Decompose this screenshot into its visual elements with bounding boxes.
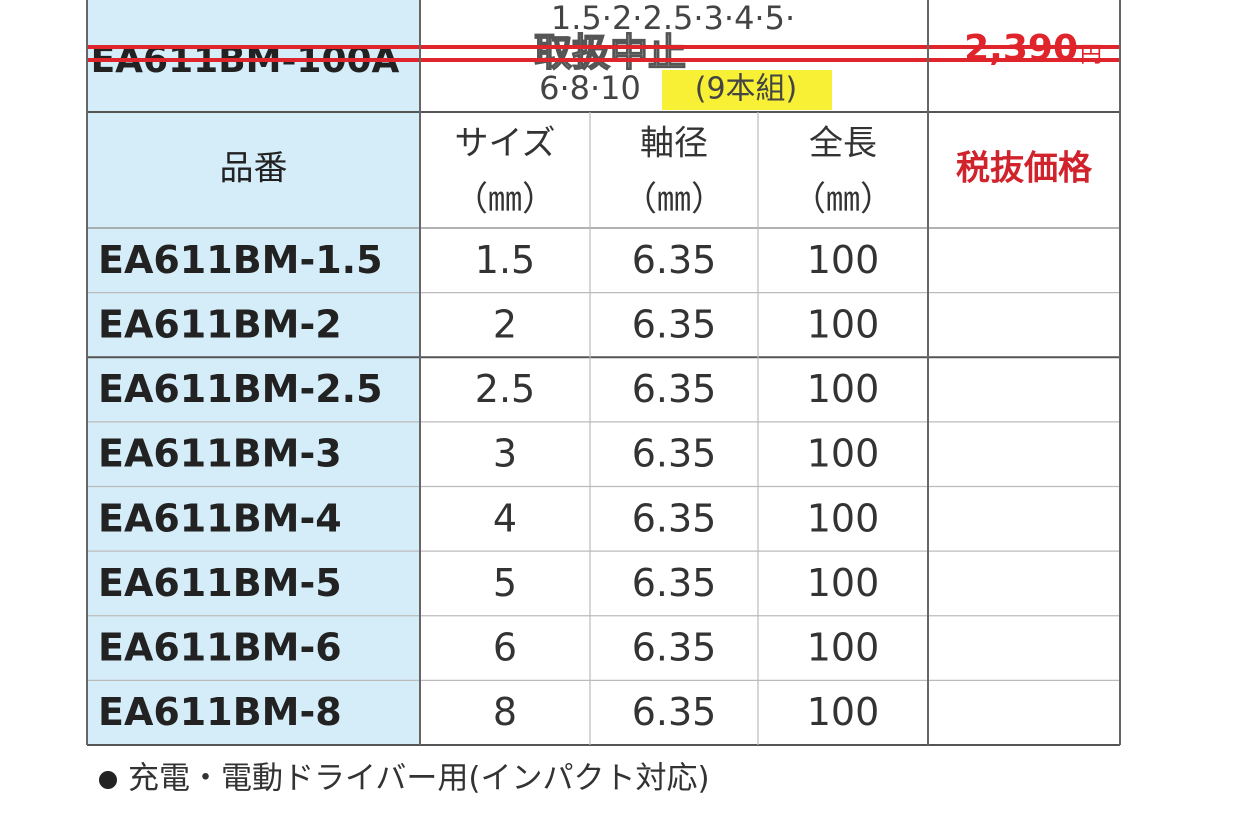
cell: 3 — [493, 432, 517, 476]
header-cell: 全長 — [809, 124, 877, 164]
cell: 6.35 — [632, 367, 717, 411]
grid — [86, 0, 1121, 746]
cell: 6.35 — [632, 626, 717, 670]
footnote: 充電・電動ドライバー用(インパクト対応) — [128, 761, 710, 797]
highlight — [662, 70, 832, 110]
header-cell: サイズ — [455, 124, 556, 164]
cell: 100 — [807, 561, 880, 605]
cell: 100 — [807, 626, 880, 670]
header-cell: 品番 — [220, 149, 288, 189]
cell: 8 — [493, 690, 517, 734]
header-cell: 軸径 — [640, 124, 708, 164]
header-cell: 税抜価格 — [956, 149, 1093, 189]
part-number: EA611BM-5 — [98, 561, 342, 605]
cell: 6.35 — [632, 238, 717, 282]
header-cell: （㎜） — [454, 180, 556, 220]
cell: 100 — [807, 690, 880, 734]
header-cell: （㎜） — [623, 180, 725, 220]
cell: 6.35 — [632, 302, 717, 346]
part-number: EA611BM-6 — [98, 626, 342, 670]
cell: 2 — [493, 302, 517, 346]
part-number: EA611BM-2 — [98, 302, 342, 346]
part-number: EA611BM-3 — [98, 432, 342, 476]
part-number: EA611BM-4 — [98, 496, 342, 540]
cell: 6.35 — [632, 561, 717, 605]
cells: 品番 サイズ （㎜） 軸径 （㎜） 全長 （㎜） 税抜価格 EA611BM-1.5 1.5 6.35… — [98, 124, 1093, 735]
cell: 100 — [807, 238, 880, 282]
status: 取扱中止 — [534, 31, 686, 75]
cell: 6 — [493, 626, 517, 670]
cell: 4 — [493, 496, 517, 540]
part-number: EA611BM-8 — [98, 690, 342, 734]
cell: 100 — [807, 302, 880, 346]
cell: 2.5 — [475, 367, 535, 411]
cell: 6.35 — [632, 496, 717, 540]
part-column-bg — [87, 0, 420, 745]
set-count: (9本組) — [695, 72, 798, 107]
cell: 100 — [807, 367, 880, 411]
cell: 6.35 — [632, 432, 717, 476]
part-number: EA611BM-1.5 — [98, 238, 383, 282]
part-number: EA611BM-2.5 — [98, 367, 383, 411]
cell: 100 — [807, 496, 880, 540]
header-cell: （㎜） — [792, 180, 894, 220]
sizes: 6·8·10 — [539, 69, 641, 107]
bullet — [99, 771, 117, 789]
cell: 100 — [807, 432, 880, 476]
sizes: 1.5·2·2.5·3·4·5· — [551, 0, 795, 37]
cell: 6.35 — [632, 690, 717, 734]
cell: 1.5 — [475, 238, 535, 282]
cell: 5 — [493, 561, 517, 605]
